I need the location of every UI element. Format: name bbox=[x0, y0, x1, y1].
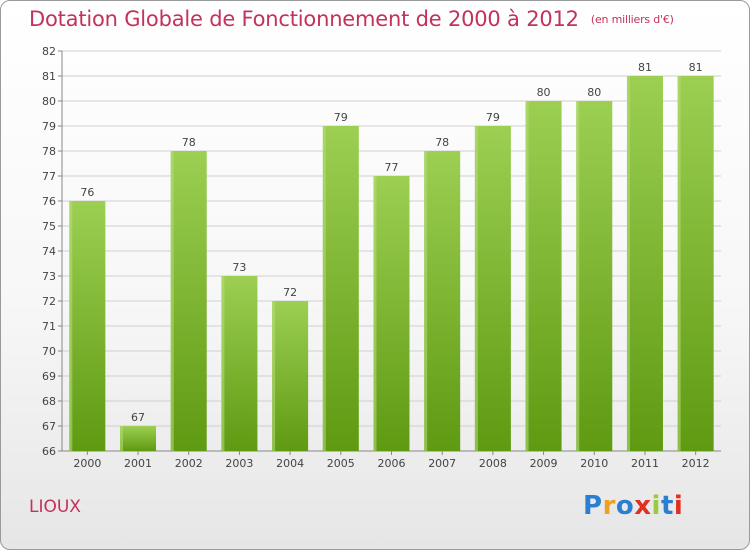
x-tick-label: 2000 bbox=[73, 457, 101, 470]
bar bbox=[424, 151, 461, 451]
commune-name: LIOUX bbox=[29, 497, 81, 517]
x-tick-label: 2011 bbox=[631, 457, 659, 470]
y-tick-label: 75 bbox=[42, 220, 56, 233]
data-label: 80 bbox=[537, 86, 551, 99]
data-label: 79 bbox=[486, 111, 500, 124]
bar bbox=[576, 101, 613, 451]
chart-subtitle: (en milliers d'€) bbox=[590, 13, 674, 26]
bar bbox=[221, 276, 258, 451]
data-label: 72 bbox=[283, 286, 297, 299]
chart-title-text: Dotation Globale de Fonctionnement de 20… bbox=[29, 7, 579, 31]
y-tick-label: 80 bbox=[42, 95, 56, 108]
bar-highlight bbox=[272, 301, 276, 451]
bar bbox=[525, 101, 562, 451]
data-label: 78 bbox=[182, 136, 196, 149]
y-tick-label: 82 bbox=[42, 45, 56, 58]
y-tick-label: 67 bbox=[42, 420, 56, 433]
bar bbox=[626, 76, 663, 451]
bar-highlight bbox=[576, 101, 580, 451]
logo-letter: x bbox=[634, 491, 652, 521]
logo-letter: P bbox=[583, 491, 603, 521]
data-label: 73 bbox=[232, 261, 246, 274]
logo-letter: t bbox=[660, 491, 674, 521]
y-tick-label: 69 bbox=[42, 370, 56, 383]
logo-letter: o bbox=[615, 491, 635, 521]
bar-highlight bbox=[221, 276, 225, 451]
data-label: 67 bbox=[131, 411, 145, 424]
proxiti-logo: Proxiti bbox=[583, 491, 683, 521]
data-label: 77 bbox=[385, 161, 399, 174]
bar-highlight bbox=[677, 76, 681, 451]
bar-highlight bbox=[373, 176, 377, 451]
x-tick-label: 2001 bbox=[124, 457, 152, 470]
bar bbox=[170, 151, 207, 451]
x-tick-label: 2003 bbox=[225, 457, 253, 470]
logo-letter: i bbox=[673, 491, 684, 521]
data-label: 78 bbox=[435, 136, 449, 149]
y-tick-label: 81 bbox=[42, 70, 56, 83]
bar bbox=[272, 301, 309, 451]
logo-letter: r bbox=[602, 491, 616, 521]
data-labels: 76 67 78 73 72 79 77 78 79 80 80 81 81 bbox=[80, 61, 702, 424]
y-tick-label: 74 bbox=[42, 245, 56, 258]
bar bbox=[120, 426, 157, 451]
bar bbox=[677, 76, 714, 451]
data-label: 80 bbox=[587, 86, 601, 99]
bar-highlight bbox=[424, 151, 428, 451]
bar-highlight bbox=[525, 101, 529, 451]
y-tick-label: 71 bbox=[42, 320, 56, 333]
x-tick-label: 2006 bbox=[378, 457, 406, 470]
bar-highlight bbox=[69, 201, 73, 451]
bar-highlight bbox=[322, 126, 326, 451]
x-tick-label: 2008 bbox=[479, 457, 507, 470]
y-tick-label: 66 bbox=[42, 445, 56, 458]
data-label: 81 bbox=[638, 61, 652, 74]
logo-letter: i bbox=[651, 491, 661, 521]
data-label: 79 bbox=[334, 111, 348, 124]
x-tick-label: 2010 bbox=[580, 457, 608, 470]
bar-highlight bbox=[170, 151, 174, 451]
bar-highlight bbox=[626, 76, 630, 451]
bar bbox=[373, 176, 410, 451]
data-label: 81 bbox=[689, 61, 703, 74]
bars bbox=[69, 76, 714, 451]
y-tick-label: 77 bbox=[42, 170, 56, 183]
y-tick-label: 73 bbox=[42, 270, 56, 283]
y-tick-label: 68 bbox=[42, 395, 56, 408]
y-tick-label: 72 bbox=[42, 295, 56, 308]
y-tick-label: 79 bbox=[42, 120, 56, 133]
x-tick-label: 2005 bbox=[327, 457, 355, 470]
data-label: 76 bbox=[80, 186, 94, 199]
bar bbox=[474, 126, 511, 451]
x-tick-label: 2004 bbox=[276, 457, 304, 470]
bar-highlight bbox=[474, 126, 478, 451]
y-tick-label: 76 bbox=[42, 195, 56, 208]
x-tick-label: 2002 bbox=[175, 457, 203, 470]
y-tick-label: 70 bbox=[42, 345, 56, 358]
bar-highlight bbox=[120, 426, 124, 451]
chart-title: Dotation Globale de Fonctionnement de 20… bbox=[29, 7, 674, 31]
bar bbox=[69, 201, 106, 451]
x-tick-label: 2007 bbox=[428, 457, 456, 470]
x-tick-label: 2009 bbox=[530, 457, 558, 470]
bar bbox=[322, 126, 359, 451]
x-tick-label: 2012 bbox=[682, 457, 710, 470]
y-tick-label: 78 bbox=[42, 145, 56, 158]
